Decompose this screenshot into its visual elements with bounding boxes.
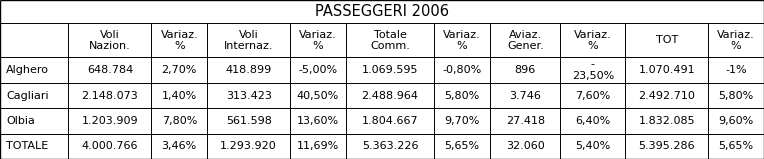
Text: 32.060: 32.060 [506, 141, 545, 151]
Text: Totale
Comm.: Totale Comm. [371, 30, 410, 51]
Text: PASSEGGERI 2006: PASSEGGERI 2006 [315, 4, 449, 19]
Text: 5,65%: 5,65% [718, 141, 753, 151]
Text: Alghero: Alghero [6, 65, 49, 75]
Text: 1,40%: 1,40% [162, 90, 197, 100]
Text: 648.784: 648.784 [87, 65, 133, 75]
Text: Variaz.
%: Variaz. % [717, 30, 755, 51]
Text: 3.746: 3.746 [510, 90, 541, 100]
Text: Variaz.
%: Variaz. % [299, 30, 337, 51]
Text: Aviaz.
Gener.: Aviaz. Gener. [507, 30, 544, 51]
Text: TOTALE: TOTALE [6, 141, 48, 151]
Text: 561.598: 561.598 [225, 116, 271, 126]
Text: -1%: -1% [725, 65, 747, 75]
Text: 5,65%: 5,65% [445, 141, 480, 151]
Text: 7,80%: 7,80% [162, 116, 197, 126]
Text: 13,60%: 13,60% [297, 116, 339, 126]
Text: Variaz.
%: Variaz. % [160, 30, 198, 51]
Text: -0,80%: -0,80% [442, 65, 482, 75]
Text: Variaz.
%: Variaz. % [574, 30, 612, 51]
Text: Variaz.
%: Variaz. % [443, 30, 481, 51]
Text: TOT: TOT [656, 35, 678, 45]
Text: 313.423: 313.423 [225, 90, 271, 100]
Text: 5,80%: 5,80% [718, 90, 754, 100]
Text: 1.203.909: 1.203.909 [82, 116, 138, 126]
Text: Cagliari: Cagliari [6, 90, 49, 100]
Text: 11,69%: 11,69% [297, 141, 339, 151]
Text: 27.418: 27.418 [506, 116, 545, 126]
Text: 9,60%: 9,60% [718, 116, 754, 126]
Text: 1.070.491: 1.070.491 [639, 65, 695, 75]
Text: Voli
Internaz.: Voli Internaz. [224, 30, 274, 51]
Text: 2.492.710: 2.492.710 [638, 90, 695, 100]
Text: -5,00%: -5,00% [299, 65, 338, 75]
Text: 5,40%: 5,40% [575, 141, 610, 151]
Text: -
23,50%: - 23,50% [571, 59, 614, 81]
Text: Voli
Nazion.: Voli Nazion. [89, 30, 131, 51]
Text: 1.069.595: 1.069.595 [362, 65, 419, 75]
Text: 896: 896 [515, 65, 536, 75]
Text: 2.488.964: 2.488.964 [361, 90, 419, 100]
Text: 5.363.226: 5.363.226 [362, 141, 419, 151]
Text: 6,40%: 6,40% [575, 116, 610, 126]
Text: Olbia: Olbia [6, 116, 35, 126]
Text: 40,50%: 40,50% [297, 90, 339, 100]
Text: 2.148.073: 2.148.073 [82, 90, 138, 100]
Text: 2,70%: 2,70% [162, 65, 197, 75]
Text: 1.293.920: 1.293.920 [220, 141, 277, 151]
Text: 3,46%: 3,46% [162, 141, 197, 151]
Text: 4.000.766: 4.000.766 [82, 141, 138, 151]
Text: 7,60%: 7,60% [575, 90, 610, 100]
Text: 5.395.286: 5.395.286 [639, 141, 695, 151]
Text: 1.804.667: 1.804.667 [362, 116, 419, 126]
Text: 418.899: 418.899 [225, 65, 272, 75]
Text: 5,80%: 5,80% [445, 90, 480, 100]
Text: 9,70%: 9,70% [445, 116, 480, 126]
Text: 1.832.085: 1.832.085 [639, 116, 695, 126]
